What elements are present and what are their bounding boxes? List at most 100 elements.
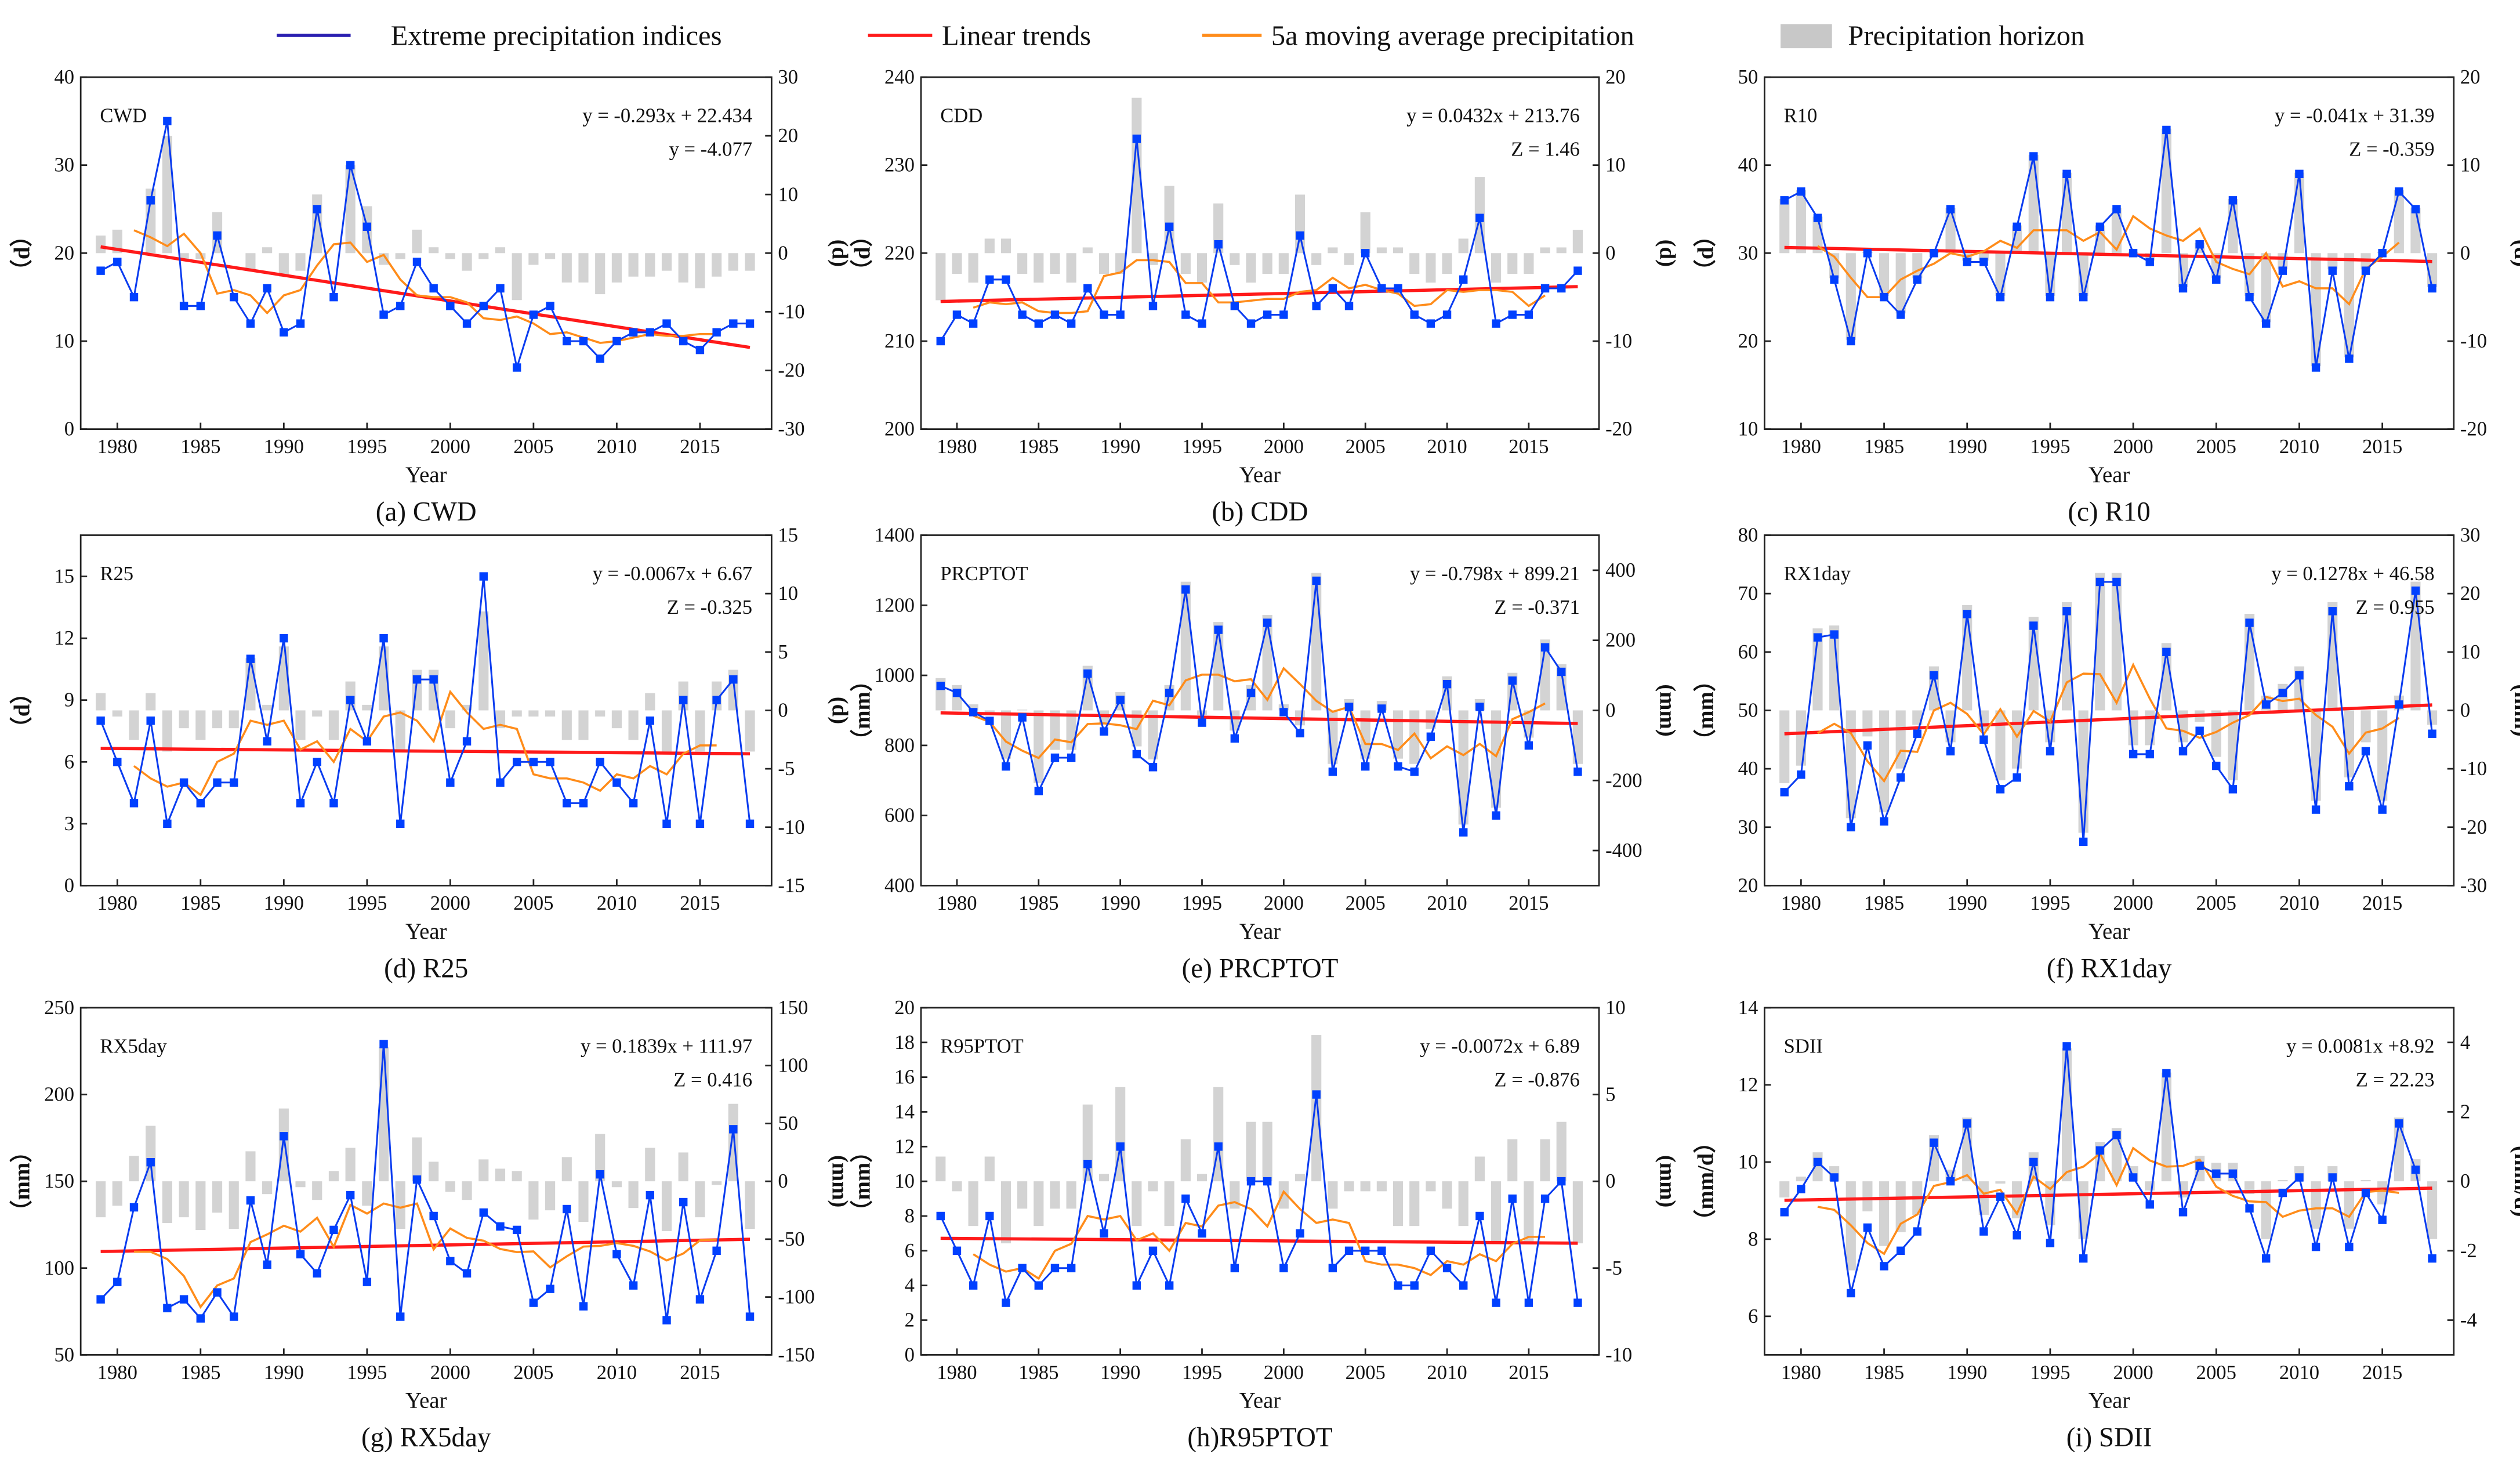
anomaly-bar <box>1879 1181 1890 1246</box>
anomaly-bar <box>1507 253 1518 274</box>
index-point <box>163 117 172 126</box>
x-axis-label: Year <box>1239 1388 1281 1413</box>
index-point <box>1410 1281 1419 1290</box>
index-point <box>462 319 472 328</box>
x-tick-label: 2010 <box>597 892 637 914</box>
index-point <box>1198 718 1206 727</box>
index-point <box>729 319 738 328</box>
plot-frame <box>1763 1007 2455 1356</box>
x-tick-label: 1990 <box>1947 1362 1987 1384</box>
x-tick-label: 2015 <box>1509 436 1549 458</box>
y2-axis-label: (mm) <box>1655 684 1680 736</box>
y-tick-label: 14 <box>894 1101 915 1123</box>
legend-horizon-swatch <box>1781 24 1832 49</box>
anomaly-bar <box>395 710 405 752</box>
index-point <box>1492 319 1500 328</box>
index-point <box>1813 1157 1822 1167</box>
index-point <box>296 319 305 328</box>
anomaly-bar <box>1879 710 1890 813</box>
index-point <box>230 292 238 302</box>
panel-index-name: PRCPTOT <box>940 563 1028 585</box>
index-point <box>2095 577 2105 587</box>
anomaly-bar <box>1556 247 1567 254</box>
anomaly-bar <box>968 1181 978 1226</box>
x-tick-label: 1995 <box>2030 1362 2070 1384</box>
anomaly-bar <box>2278 683 2288 711</box>
x-axis-label: Year <box>405 919 447 944</box>
index-point <box>1246 319 1256 328</box>
anomaly-bar <box>328 1171 339 1182</box>
index-point <box>1361 762 1370 771</box>
index-point <box>1100 727 1108 736</box>
index-point <box>362 222 372 231</box>
y2-tick-label: 50 <box>778 1112 798 1134</box>
index-point <box>729 1125 738 1134</box>
panel-index-name: RX5day <box>100 1036 167 1058</box>
y-tick-label: 220 <box>884 242 915 264</box>
index-point <box>146 1158 155 1167</box>
panel-caption: (f) RX1day <box>2047 953 2172 983</box>
moving-average-line <box>133 689 717 797</box>
index-point <box>2295 1173 2304 1182</box>
index-point <box>2428 284 2436 293</box>
x-tick-label: 2000 <box>2113 436 2153 458</box>
anomaly-bar <box>345 1148 356 1182</box>
index-point <box>1132 1281 1141 1290</box>
anomaly-bar <box>512 710 522 717</box>
index-point <box>2411 205 2420 214</box>
index-point <box>1050 1264 1060 1272</box>
index-point <box>1508 1194 1517 1203</box>
panel-rx5day: 1980 1985 1990 1995 2000 2005 2010 201550100150… <box>9 997 852 1453</box>
linear-trend-line <box>1784 245 2432 263</box>
index-point <box>196 302 205 310</box>
index-point <box>1034 787 1043 795</box>
index-point <box>1524 310 1533 319</box>
x-tick-label: 2005 <box>1346 1362 1386 1384</box>
anomaly-bar <box>595 1134 605 1182</box>
anomaly-bar <box>678 253 688 283</box>
x-tick-label: 2005 <box>513 892 553 914</box>
index-point <box>646 328 655 337</box>
y-tick-label: 12 <box>1738 1074 1758 1096</box>
y2-tick-label: 0 <box>1605 242 1615 264</box>
y2-tick-label: -400 <box>1605 840 1642 862</box>
anomaly-bar <box>2228 199 2238 254</box>
index-point <box>2378 249 2387 258</box>
index-point <box>446 778 455 787</box>
index-point <box>1492 1298 1500 1307</box>
index-point <box>2228 196 2238 205</box>
index-point <box>2428 1254 2436 1263</box>
anomaly-bar <box>179 1181 189 1218</box>
index-point <box>379 1040 388 1048</box>
index-point <box>1946 205 1955 214</box>
index-point <box>1557 667 1566 676</box>
index-point <box>985 275 994 284</box>
index-line <box>940 580 1579 833</box>
anomaly-bar <box>595 710 605 717</box>
anomaly-bar <box>578 1181 589 1222</box>
index-point <box>2129 249 2138 258</box>
index-point <box>952 310 962 319</box>
anomaly-bar <box>1000 238 1011 254</box>
index-point <box>2178 1208 2188 1217</box>
index-point <box>2395 187 2403 196</box>
index-point <box>1263 1177 1272 1186</box>
index-point <box>1797 770 1805 779</box>
anomaly-bar <box>1196 710 1208 715</box>
anomaly-bar <box>1132 1181 1142 1226</box>
anomaly-bar <box>245 253 256 271</box>
anomaly-bar <box>952 253 962 274</box>
anomaly-bar <box>528 253 539 265</box>
x-tick-label: 2005 <box>2196 1362 2236 1384</box>
anomaly-bar <box>561 710 572 740</box>
index-point <box>1930 249 1938 258</box>
index-point <box>1083 284 1092 293</box>
index-point <box>479 1208 488 1217</box>
index-point <box>1540 284 1550 293</box>
y-tick-label: 6 <box>1748 1305 1758 1327</box>
x-tick-label: 1995 <box>1182 436 1222 458</box>
anomaly-bar <box>1862 1181 1873 1211</box>
anomaly-bar <box>1945 208 1956 254</box>
anomaly-bar <box>478 253 489 259</box>
index-line <box>940 138 1579 342</box>
